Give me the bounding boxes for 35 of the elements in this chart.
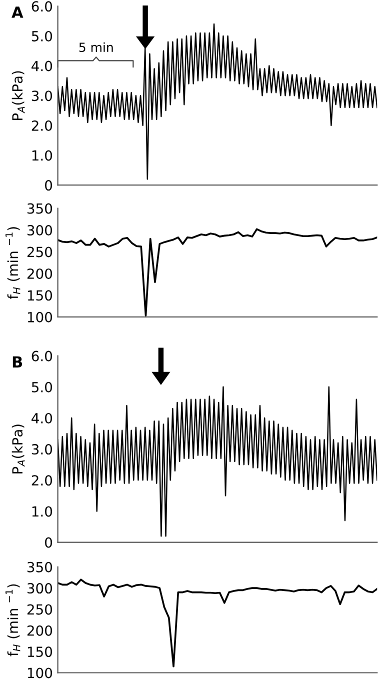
y-tick-label: 6.0	[32, 1, 52, 12]
y-tick-label: 200	[27, 625, 52, 636]
y-tick-label: 350	[28, 562, 52, 572]
y-tick-label: 2.0	[32, 475, 52, 486]
y-tick-label: 1.0	[32, 150, 52, 161]
line-series	[58, 386, 378, 537]
y-tick-label: 200	[27, 268, 52, 279]
chart-title: A	[12, 6, 24, 18]
y-tick-label: 3.0	[32, 90, 52, 102]
y-tick-label: 150	[28, 646, 52, 658]
y-tick-label: 100	[28, 312, 52, 322]
y-tick-label: 2.0	[32, 120, 52, 131]
y-tick-label: 300	[28, 583, 52, 594]
line-series	[58, 578, 378, 668]
y-tick-label: 250	[27, 604, 52, 615]
y-tick-label: 150	[28, 290, 52, 301]
y-tick-label: 250	[27, 246, 52, 258]
y-tick-label: 0	[45, 537, 52, 548]
y-tick-label: 1.0	[32, 506, 52, 517]
y-axis-title: P$_{A}$(kPa)	[12, 71, 25, 120]
y-axis-title: f$_{H}$ (min $^{−1}$)	[5, 227, 20, 300]
y-tick-label: 6.0	[32, 350, 52, 362]
y-axis-title: P$_{A}$(kPa)	[12, 424, 25, 474]
y-tick-label: 300	[28, 225, 52, 236]
y-tick-label: 4.0	[32, 412, 52, 424]
annotation: 5 min	[79, 42, 113, 52]
y-tick-label: 100	[28, 668, 52, 678]
y-tick-label: 5.0	[32, 30, 52, 42]
y-axis-title: f$_{H}$ (min $^{−1}$)	[5, 584, 20, 656]
y-tick-label: 0	[45, 180, 52, 191]
y-tick-label: 5.0	[32, 382, 52, 392]
chart-title: B	[12, 356, 22, 368]
y-tick-label: 4.0	[32, 60, 52, 72]
y-tick-label: 350	[28, 203, 52, 214]
y-tick-label: 3.0	[32, 444, 52, 455]
